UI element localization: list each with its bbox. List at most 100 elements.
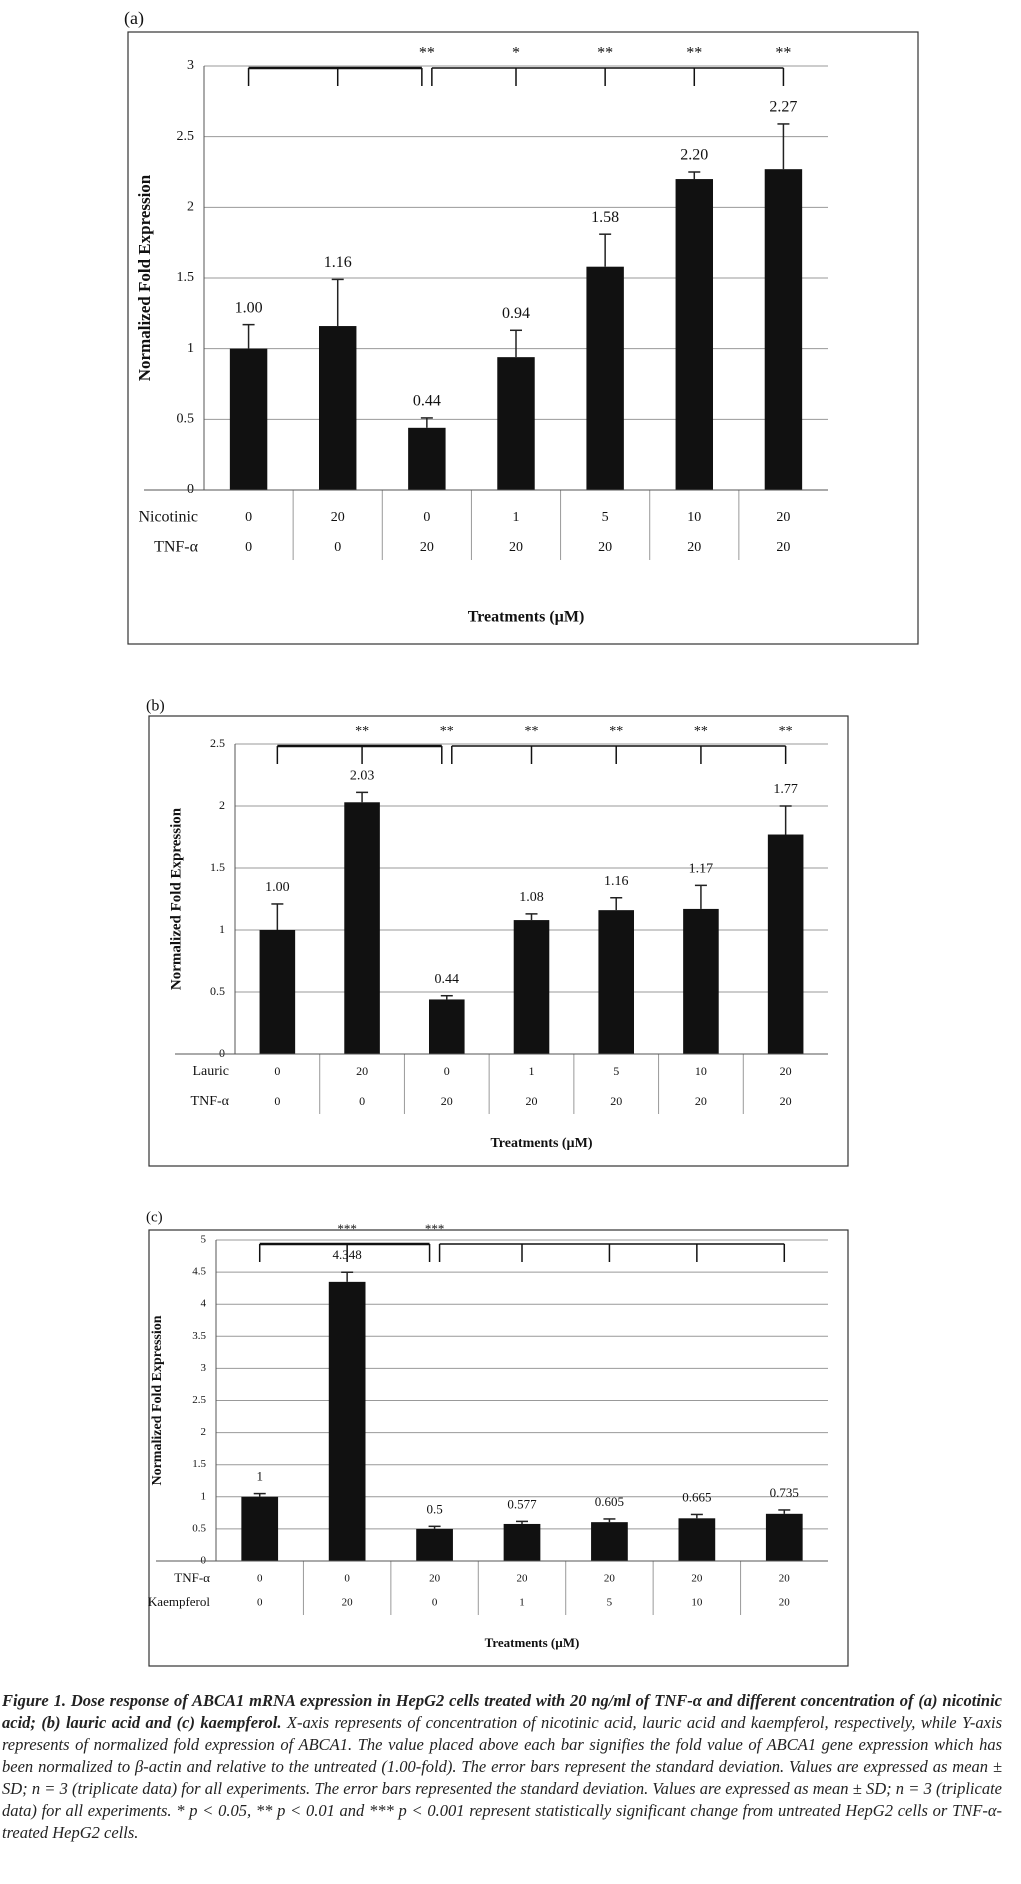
bar <box>497 357 535 490</box>
y-tick-label: 1 <box>187 341 194 356</box>
value-label: 1.00 <box>265 880 290 895</box>
x-row-value: 0 <box>344 1573 350 1585</box>
bar <box>591 1522 628 1561</box>
value-label: 2.20 <box>680 147 708 164</box>
x-row-value: 20 <box>517 1573 529 1585</box>
x-axis-label: Treatments (µM) <box>485 1635 580 1650</box>
y-tick-label: 5 <box>201 1234 207 1246</box>
y-tick-label: 2 <box>201 1426 207 1438</box>
y-tick-label: 1.5 <box>192 1458 206 1470</box>
significance: * <box>512 45 520 62</box>
y-axis-label: Normalized Fold Expression <box>150 1315 165 1485</box>
value-label: 0.94 <box>502 305 530 322</box>
x-row-value: 20 <box>342 1597 354 1609</box>
y-tick-label: 3.5 <box>192 1330 206 1342</box>
x-axis-label: Treatments (µM) <box>468 609 585 626</box>
value-label: 1.17 <box>689 862 714 877</box>
significance: ** <box>525 724 539 739</box>
x-row-value: 20 <box>509 540 523 555</box>
x-row-value: 0 <box>257 1597 263 1609</box>
value-label: 0.577 <box>507 1496 537 1511</box>
y-tick-label: 0.5 <box>192 1522 206 1534</box>
caption-bold: Figure 1. Dose response of ABCA1 mRNA ex… <box>2 1691 1002 1732</box>
x-row-label: Nicotinic <box>138 509 198 526</box>
x-row-label: Lauric <box>192 1064 229 1079</box>
x-row-value: 1 <box>519 1597 525 1609</box>
x-row-value: 20 <box>780 1094 792 1108</box>
significance: ** <box>694 724 708 739</box>
x-row-value: 1 <box>513 510 520 525</box>
y-tick-label: 2.5 <box>192 1394 206 1406</box>
value-label: 0.5 <box>426 1501 442 1516</box>
y-tick-label: 2.5 <box>177 129 195 144</box>
bar <box>416 1528 453 1561</box>
value-label: 1.16 <box>324 254 352 271</box>
x-row-value: 0 <box>432 1597 438 1609</box>
y-tick-label: 1 <box>201 1490 207 1502</box>
value-label: 1.08 <box>519 890 544 905</box>
significance: *** <box>425 1221 445 1236</box>
x-row-value: 20 <box>776 510 790 525</box>
x-row-value: 0 <box>359 1094 365 1108</box>
y-tick-label: 2 <box>219 798 225 812</box>
y-axis-label: Normalized Fold Expression <box>168 807 184 990</box>
value-label: 0.605 <box>595 1494 624 1509</box>
bar <box>241 1496 279 1561</box>
bar <box>513 920 550 1054</box>
panel-frame <box>148 1229 849 1667</box>
x-row-value: 10 <box>687 510 701 525</box>
significance: *** <box>337 1221 357 1236</box>
value-label: 2.03 <box>350 769 375 784</box>
bar <box>675 179 714 491</box>
value-label: 0.44 <box>435 972 460 987</box>
x-row-value: 1 <box>529 1064 535 1078</box>
significance: ** <box>419 45 435 62</box>
value-label: 1.00 <box>235 299 263 316</box>
x-row-value: 20 <box>691 1573 703 1585</box>
x-row-value: 20 <box>610 1094 622 1108</box>
bar <box>765 1513 803 1561</box>
value-label: 2.27 <box>769 99 797 116</box>
x-row-value: 5 <box>602 510 609 525</box>
x-row-value: 0 <box>444 1064 450 1078</box>
x-row-value: 0 <box>257 1573 263 1585</box>
significance: ** <box>775 45 791 62</box>
significance: ** <box>779 724 793 739</box>
y-tick-label: 2 <box>187 200 194 215</box>
x-row-label: TNF-α <box>154 539 199 556</box>
caption-text: X-axis represents of concentration of ni… <box>2 1713 1003 1842</box>
y-tick-label: 0.5 <box>177 412 195 427</box>
significance: ** <box>597 45 613 62</box>
x-row-value: 5 <box>607 1597 613 1609</box>
value-label: 0.665 <box>682 1489 711 1504</box>
significance: ** <box>440 724 454 739</box>
figure: (a) 0 0.5 1 1.5 2 2.5 3 Normalized Fold Expressi… <box>124 8 919 1667</box>
bar <box>503 1523 541 1561</box>
y-tick-label: 4.5 <box>192 1266 206 1278</box>
x-row-value: 20 <box>779 1573 791 1585</box>
x-row-value: 20 <box>695 1094 707 1108</box>
y-tick-label: 3 <box>187 58 194 73</box>
caption: Figure 1. Dose response of ABCA1 mRNA ex… <box>2 1690 1002 1844</box>
x-row-value: 20 <box>526 1094 538 1108</box>
y-axis-label: Normalized Fold Expression <box>135 174 154 381</box>
bar <box>683 908 719 1054</box>
value-label: 0.735 <box>770 1485 799 1500</box>
panel-label: (b) <box>146 698 165 715</box>
y-tick-label: 1.5 <box>177 270 195 285</box>
bar <box>586 266 624 490</box>
significance: ** <box>686 45 702 62</box>
y-tick-label: 0.5 <box>210 984 225 998</box>
panel-frame <box>127 31 919 645</box>
x-row-value: 0 <box>423 510 430 525</box>
x-row-value: 20 <box>780 1064 792 1078</box>
x-row-value: 0 <box>274 1064 280 1078</box>
x-row-value: 20 <box>598 540 612 555</box>
x-row-value: 10 <box>691 1597 703 1609</box>
value-label: 0.44 <box>413 393 441 410</box>
bar <box>764 169 803 490</box>
x-row-value: 20 <box>356 1064 368 1078</box>
value-label: 1.77 <box>773 782 798 797</box>
panel-label: (a) <box>124 8 144 29</box>
